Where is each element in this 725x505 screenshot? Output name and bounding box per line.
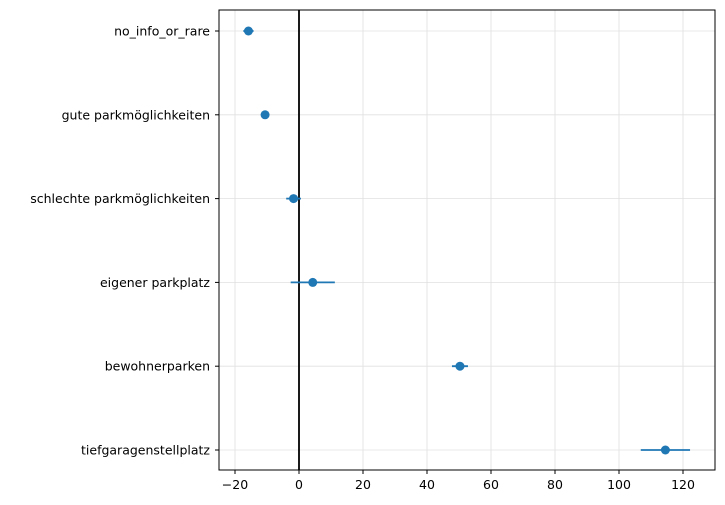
x-tick-label: 120 bbox=[671, 477, 695, 492]
y-tick-label: tiefgaragenstellplatz bbox=[81, 443, 210, 458]
grid-lines bbox=[219, 10, 715, 470]
y-tick-label: bewohnerparken bbox=[105, 359, 210, 374]
x-tick-label: 20 bbox=[355, 477, 371, 492]
data-point bbox=[243, 26, 253, 36]
y-tick-label: no_info_or_rare bbox=[114, 24, 210, 39]
x-tick-label: −20 bbox=[222, 477, 248, 492]
x-tick-label: 40 bbox=[419, 477, 435, 492]
x-tick-label: 100 bbox=[607, 477, 631, 492]
x-tick-label: 80 bbox=[547, 477, 563, 492]
data-point bbox=[308, 277, 318, 287]
plot-area-frame bbox=[218, 9, 716, 471]
data-marks bbox=[243, 26, 691, 455]
data-point bbox=[260, 110, 270, 120]
y-tick-label: gute parkmöglichkeiten bbox=[62, 107, 210, 122]
x-tick-label: 60 bbox=[483, 477, 499, 492]
y-tick-label: schlechte parkmöglichkeiten bbox=[30, 191, 210, 206]
data-point bbox=[660, 445, 670, 455]
data-point bbox=[455, 361, 465, 371]
x-tick-label: 0 bbox=[295, 477, 303, 492]
data-point bbox=[289, 194, 299, 204]
y-tick-label: eigener parkplatz bbox=[100, 275, 210, 290]
